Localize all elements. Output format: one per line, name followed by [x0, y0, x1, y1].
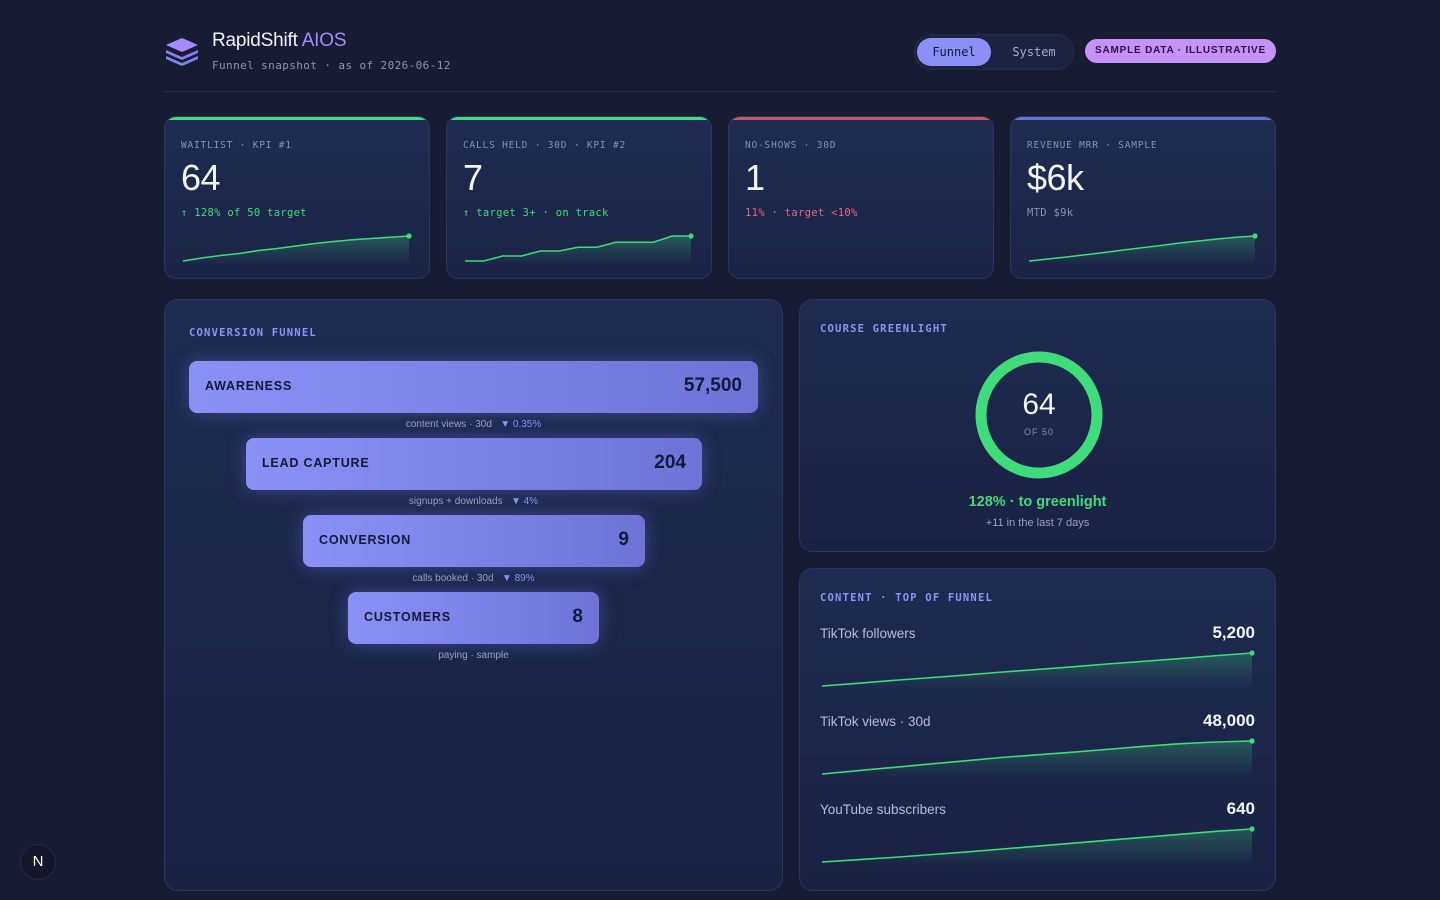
kpi-card-no-shows: NO-SHOWS · 30D 1 11% · target <10%: [728, 116, 994, 279]
page-subtitle: Funnel snapshot · as of 2026-06-12: [212, 59, 451, 72]
greenlight-value: 64: [1022, 388, 1056, 421]
stage-note-text: paying · sample: [438, 650, 509, 661]
content-metric-label: TikTok followers: [820, 626, 916, 641]
panel-title: COURSE GREENLIGHT: [820, 323, 948, 335]
stage-count: 8: [572, 606, 583, 627]
kpi-label: NO-SHOWS · 30D: [745, 140, 837, 151]
panel-title: CONVERSION FUNNEL: [189, 327, 317, 339]
kpi-status-bar: [447, 117, 711, 120]
stage-note: content views · 30d ▼ 0.35%: [189, 419, 758, 433]
brand-name: RapidShift: [212, 30, 298, 51]
kpi-status-bar: [729, 117, 993, 120]
stage-note: paying · sample: [189, 650, 758, 664]
kpi-status-bar: [165, 117, 429, 120]
progress-ring-fill: [975, 351, 1103, 479]
tab-system[interactable]: System: [1012, 45, 1056, 59]
sparkline-end-dot: [1252, 233, 1258, 239]
kpi-note: ↑ target 3+ · on track: [463, 207, 609, 219]
content-sparkline: [821, 826, 1255, 865]
stage-name: CONVERSION: [319, 533, 412, 547]
content-metric-label: YouTube subscribers: [820, 802, 946, 817]
kpi-label: WAITLIST · KPI #1: [181, 140, 292, 151]
sparkline-line: [821, 828, 1253, 863]
kpi-card-revenue-mrr: REVENUE MRR · SAMPLE $6k MTD $9k: [1010, 116, 1276, 279]
header: RapidShift AIOS Funnel snapshot · as of …: [164, 28, 1276, 92]
stage-note: signups + downloads ▼ 4%: [189, 496, 758, 510]
sparkline-line: [821, 740, 1253, 775]
stage-name: LEAD CAPTURE: [262, 456, 370, 470]
sparkline-end-dot: [688, 233, 694, 239]
kpi-value: 64: [181, 157, 221, 198]
sparkline-area: [822, 741, 1252, 777]
stage-note-text: signups + downloads: [408, 496, 503, 507]
content-metric-value: 640: [1226, 799, 1255, 818]
greenlight-note: +11 in the last 7 days: [985, 517, 1090, 529]
funnel-stage-conversion: CONVERSION 9: [303, 515, 645, 567]
content-top-of-funnel-panel: CONTENT · TOP OF FUNNEL TikTok followers…: [799, 568, 1276, 891]
sample-data-badge: SAMPLE DATA · ILLUSTRATIVE: [1085, 39, 1276, 63]
sparkline-line: [1028, 235, 1256, 262]
content-metric-value: 48,000: [1203, 711, 1255, 730]
funnel-stage-lead-capture: LEAD CAPTURE 204: [246, 438, 702, 490]
stage-count: 204: [654, 452, 686, 473]
sparkline-end-dot: [406, 233, 412, 239]
kpi-sparkline: [182, 233, 412, 264]
sparkline-end-dot: [1249, 650, 1255, 656]
content-sparkline: [821, 738, 1255, 777]
kpi-value: 7: [463, 157, 483, 198]
kpi-note: ↑ 128% of 50 target: [181, 207, 307, 219]
kpi-label: CALLS HELD · 30D · KPI #2: [463, 140, 626, 151]
kpi-card-waitlist: WAITLIST · KPI #1 64 ↑ 128% of 50 target: [164, 116, 430, 279]
brand-title: RapidShift AIOS: [212, 30, 347, 52]
kpi-label: REVENUE MRR · SAMPLE: [1027, 140, 1158, 151]
kpi-note: MTD $9k: [1027, 207, 1074, 219]
stage-note: calls booked · 30d ▼ 89%: [189, 573, 758, 587]
stage-drop-rate: ▼ 4%: [510, 496, 539, 507]
stage-name: CUSTOMERS: [364, 610, 451, 624]
panel-title: CONTENT · TOP OF FUNNEL: [820, 592, 993, 604]
content-metric-label: TikTok views · 30d: [820, 714, 931, 729]
greenlight-percent: 128% · to greenlight: [968, 494, 1107, 510]
kpi-value: $6k: [1027, 157, 1084, 198]
stage-count: 57,500: [683, 375, 742, 396]
sparkline-line: [182, 235, 410, 262]
tab-funnel[interactable]: Funnel: [917, 38, 991, 66]
stage-drop-rate: ▼ 89%: [501, 573, 535, 584]
content-sparkline: [821, 650, 1255, 689]
n-logo-button[interactable]: N: [20, 844, 56, 880]
course-greenlight-panel: COURSE GREENLIGHT 64 OF 50 128% · to gre…: [799, 299, 1276, 552]
kpi-value: 1: [745, 157, 765, 198]
stage-count: 9: [618, 529, 629, 550]
sparkline-line: [821, 652, 1253, 687]
funnel-stage-customers: CUSTOMERS 8: [348, 592, 599, 644]
sparkline-area: [183, 236, 409, 264]
sparkline-end-dot: [1249, 738, 1255, 744]
greenlight-progress-ring: [975, 351, 1103, 479]
kpi-sparkline: [1028, 233, 1258, 264]
stage-drop-rate: ▼ 0.35%: [500, 419, 542, 430]
stage-note-text: content views · 30d: [405, 419, 492, 430]
kpi-status-bar: [1011, 117, 1275, 120]
layers-logo-icon: [166, 38, 198, 66]
kpi-sparkline: [465, 233, 694, 264]
kpi-card-calls-held: CALLS HELD · 30D · KPI #2 7 ↑ target 3+ …: [446, 116, 712, 279]
sparkline-area: [1029, 236, 1255, 264]
stage-note-text: calls booked · 30d: [412, 573, 494, 584]
greenlight-target: OF 50: [1023, 427, 1054, 437]
content-metric-value: 5,200: [1212, 623, 1255, 642]
kpi-note: 11% · target <10%: [745, 207, 858, 219]
view-toggle: Funnel System: [914, 34, 1074, 70]
brand-accent: AIOS: [301, 30, 347, 51]
sparkline-line: [465, 235, 691, 262]
sparkline-end-dot: [1249, 826, 1255, 832]
funnel-stage-awareness: AWARENESS 57,500: [189, 361, 758, 413]
stage-name: AWARENESS: [205, 379, 293, 393]
conversion-funnel-panel: CONVERSION FUNNEL AWARENESS 57,500 conte…: [164, 299, 783, 891]
